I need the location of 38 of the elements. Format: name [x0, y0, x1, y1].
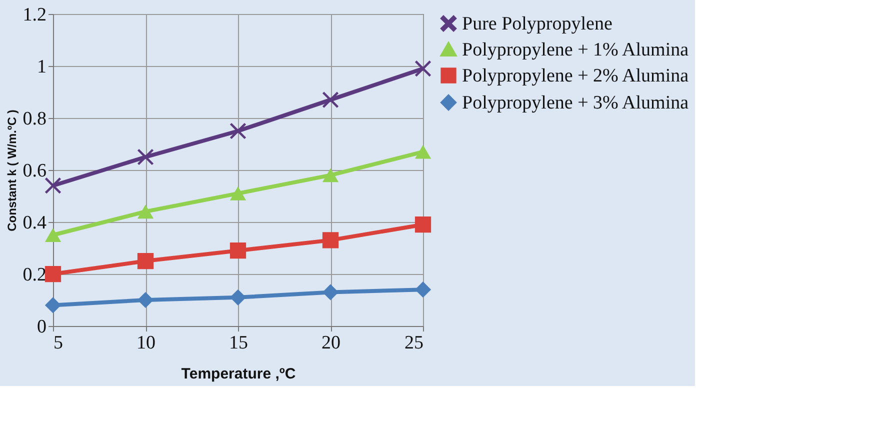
- x-tick-label: 20: [322, 332, 340, 354]
- point: [137, 204, 154, 219]
- y-tick-label: 0.8: [22, 108, 46, 130]
- point: [322, 232, 339, 248]
- legend-label: Pure Polypropylene: [462, 14, 612, 34]
- y-tick-label: 0.4: [22, 212, 47, 234]
- point: [137, 148, 154, 166]
- y-tick-label: 1.2: [22, 4, 46, 26]
- legend-label: Polypropylene + 3% Alumina: [462, 92, 690, 114]
- point: [322, 284, 339, 300]
- x-tick-label: 15: [229, 332, 248, 354]
- point: [230, 289, 246, 306]
- point: [44, 266, 62, 282]
- point: [414, 60, 432, 77]
- legend-label: Polypropylene + 2% Alumina: [462, 66, 690, 86]
- point: [44, 178, 62, 194]
- point: [230, 242, 246, 259]
- y-tick-label: 1: [37, 56, 46, 78]
- x-tick-label: 10: [136, 332, 156, 354]
- legend-label: Polypropylene + 1% Alumina: [462, 40, 690, 60]
- point: [322, 168, 339, 182]
- y-tick-label: 0: [37, 316, 46, 338]
- point: [44, 228, 62, 242]
- point: [414, 282, 432, 298]
- point: [137, 292, 154, 308]
- point: [230, 122, 246, 140]
- x-tick-label: 25: [404, 332, 424, 354]
- x-tick-label: 5: [54, 332, 63, 354]
- point: [137, 252, 154, 270]
- y-tick-label: 0.6: [22, 160, 46, 182]
- point: [44, 297, 62, 314]
- y-axis-title: Constant k ( W/m.ºC ): [4, 110, 19, 232]
- point: [230, 186, 246, 200]
- point: [414, 216, 432, 233]
- point: [414, 144, 432, 159]
- y-tick-label: 0.2: [22, 264, 46, 286]
- x-axis-title: Temperature ,ºC: [181, 366, 296, 382]
- point: [322, 92, 339, 108]
